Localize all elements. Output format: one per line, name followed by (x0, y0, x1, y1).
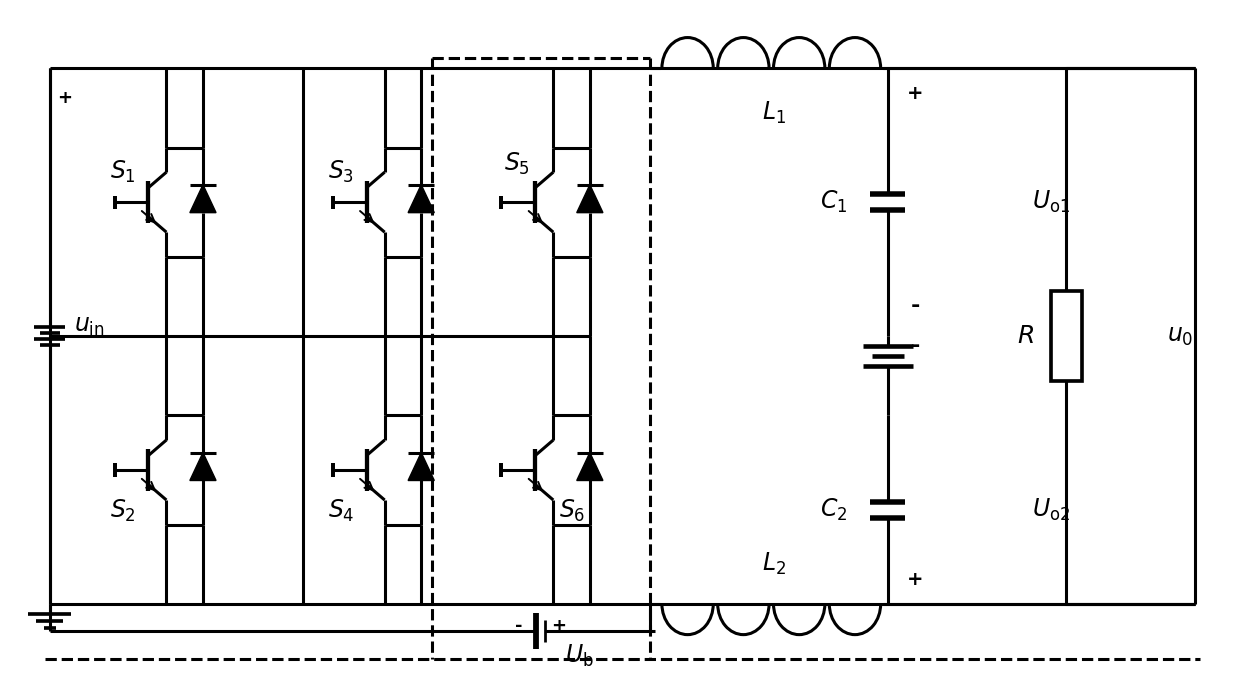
Polygon shape (190, 452, 216, 480)
Text: $U_{\rm o1}$: $U_{\rm o1}$ (1033, 189, 1070, 215)
Polygon shape (190, 184, 216, 213)
Text: $R$: $R$ (1017, 324, 1034, 348)
Text: +: + (57, 89, 72, 107)
Text: $U_{\rm b}$: $U_{\rm b}$ (565, 643, 594, 669)
Text: +: + (908, 569, 924, 589)
Bar (1050, 292, 1083, 381)
Text: +: + (908, 84, 924, 102)
Text: $u_{\rm in}$: $u_{\rm in}$ (74, 315, 105, 338)
Polygon shape (408, 452, 434, 480)
Text: $L_2$: $L_2$ (761, 551, 786, 578)
Text: $S_2$: $S_2$ (109, 498, 135, 524)
Text: $U_{\rm o2}$: $U_{\rm o2}$ (1033, 497, 1070, 523)
Text: -: - (911, 336, 920, 356)
Text: $u_0$: $u_0$ (1167, 324, 1194, 348)
Text: $S_3$: $S_3$ (327, 159, 353, 185)
Text: -: - (911, 296, 920, 317)
Polygon shape (408, 184, 434, 213)
Text: $S_1$: $S_1$ (109, 159, 135, 185)
Text: $S_5$: $S_5$ (505, 151, 531, 177)
Text: $S_6$: $S_6$ (559, 498, 585, 524)
Polygon shape (577, 184, 603, 213)
Text: $C_2$: $C_2$ (820, 497, 847, 523)
Text: $C_1$: $C_1$ (820, 189, 847, 215)
Text: $S_4$: $S_4$ (327, 498, 355, 524)
Text: -: - (515, 617, 522, 635)
Text: +: + (551, 617, 565, 635)
Text: $L_1$: $L_1$ (761, 100, 786, 126)
Polygon shape (577, 452, 603, 480)
